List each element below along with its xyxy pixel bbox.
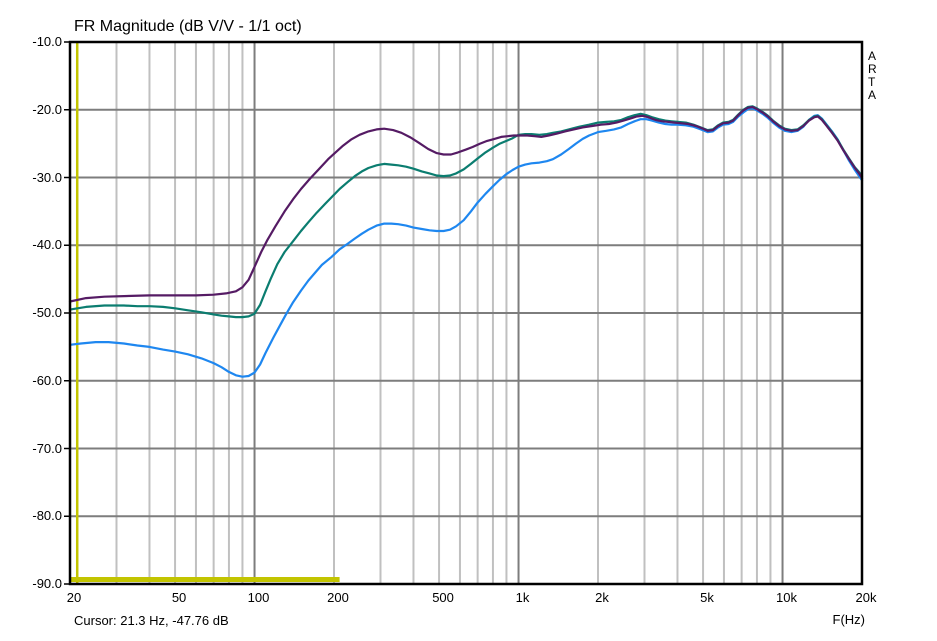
y-tick-label: -80.0 [32, 508, 62, 524]
x-tick-label: 2k [595, 590, 609, 605]
x-axis-unit-label: F(Hz) [832, 612, 866, 627]
y-tick-label: -10.0 [32, 34, 62, 49]
x-tick-label: 10k [776, 590, 797, 605]
x-tick-label: 100 [247, 590, 270, 605]
x-tick-label: 1k [515, 590, 530, 605]
x-tick-label: 20k [855, 590, 877, 605]
x-tick-label: 20 [66, 590, 82, 605]
x-tick-label: 200 [327, 590, 349, 605]
y-tick-label: -50.0 [32, 305, 62, 320]
y-tick-label: -20.0 [32, 101, 62, 117]
x-tick-label: 50 [171, 590, 187, 605]
fr-curve-violet [68, 105, 864, 303]
cursor-readout: Cursor: 21.3 Hz, -47.76 dB [74, 613, 229, 628]
arta-watermark: A R T A [868, 49, 877, 102]
y-tick-label: -30.0 [32, 169, 62, 185]
x-tick-label: 500 [432, 590, 454, 605]
y-tick-label: -70.0 [32, 440, 62, 456]
x-tick-label: 5k [700, 590, 714, 605]
y-tick-label: -90.0 [32, 576, 62, 591]
y-tick-label: -60.0 [32, 372, 62, 388]
fr-curve-teal [68, 105, 864, 319]
plot-frame [68, 40, 864, 586]
chart-title: FR Magnitude (dB V/V - 1/1 oct) [74, 18, 302, 35]
y-tick-label: -40.0 [32, 237, 62, 253]
